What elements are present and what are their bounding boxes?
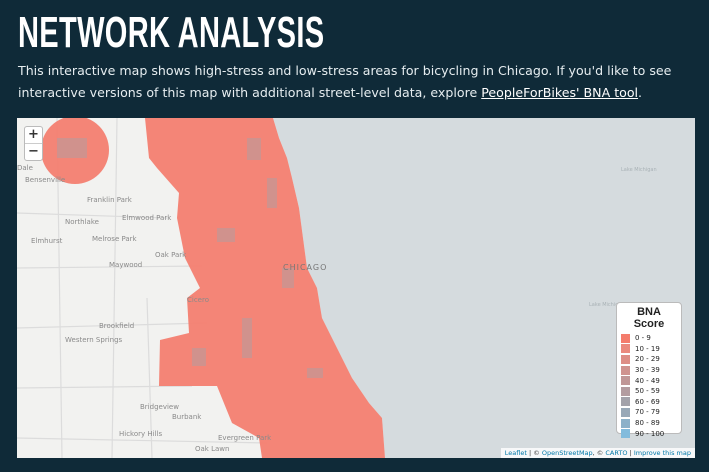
place-label: Franklin Park xyxy=(87,196,133,204)
attribution-text: , © xyxy=(592,449,606,457)
legend-swatch xyxy=(621,365,630,375)
intro-text: . xyxy=(638,85,643,100)
intro-text: This interactive map shows high-stress a… xyxy=(18,60,708,104)
roads xyxy=(17,118,268,458)
place-label: Northlake xyxy=(65,218,99,226)
map[interactable]: Dale Bensenville Franklin Park Northlake… xyxy=(17,118,695,458)
legend-swatch xyxy=(621,354,630,364)
attribution-link[interactable]: CARTO xyxy=(605,449,628,457)
place-label: Burbank xyxy=(172,413,202,421)
attribution-link[interactable]: Improve this map xyxy=(633,449,691,457)
attribution-text: | © xyxy=(526,449,542,457)
legend-item: 80 - 89 xyxy=(621,418,677,429)
place-label: Evergreen Park xyxy=(218,434,272,442)
map-canvas: Dale Bensenville Franklin Park Northlake… xyxy=(17,118,695,458)
attribution: Leaflet | © OpenStreetMap, © CARTO | Imp… xyxy=(500,448,695,458)
intro-text: This interactive map shows high-stress a… xyxy=(18,63,672,100)
legend-item: 20 - 29 xyxy=(621,354,677,365)
legend-label: 70 - 79 xyxy=(635,408,660,417)
legend-item: 50 - 59 xyxy=(621,386,677,397)
place-label: CHICAGO xyxy=(283,263,327,272)
legend-item: 30 - 39 xyxy=(621,365,677,376)
legend-item: 40 - 49 xyxy=(621,375,677,386)
legend-label: 50 - 59 xyxy=(635,387,660,396)
legend-swatch xyxy=(621,397,630,407)
place-label: Elmwood Park xyxy=(122,214,172,222)
legend: BNA Score 0 - 9 10 - 19 20 - 29 30 - 39 40 -… xyxy=(616,302,682,439)
legend-label: 90 - 100 xyxy=(635,429,665,438)
legend-swatch xyxy=(621,418,630,428)
legend-swatch xyxy=(621,344,630,354)
legend-swatch xyxy=(621,386,630,396)
legend-label: 40 - 49 xyxy=(635,376,660,385)
place-label: Maywood xyxy=(109,261,142,269)
attribution-text: | xyxy=(627,449,634,457)
legend-swatch xyxy=(621,429,630,439)
place-label: Lake Michigan xyxy=(621,167,657,173)
place-label: Bridgeview xyxy=(140,403,179,411)
legend-label: 0 - 9 xyxy=(635,334,651,343)
legend-items: 0 - 9 10 - 19 20 - 29 30 - 39 40 - 49 50 - 59… xyxy=(621,333,677,439)
bna-patches xyxy=(57,138,323,378)
legend-label: 30 - 39 xyxy=(635,366,660,375)
legend-item: 10 - 19 xyxy=(621,344,677,355)
place-label: Brookfield xyxy=(99,322,134,330)
zoom-control: + − xyxy=(24,126,43,161)
legend-item: 0 - 9 xyxy=(621,333,677,344)
place-label: Western Springs xyxy=(65,336,123,344)
zoom-out-button[interactable]: − xyxy=(25,143,42,160)
place-label: Elmhurst xyxy=(31,237,63,245)
legend-item: 60 - 69 xyxy=(621,397,677,408)
zoom-in-button[interactable]: + xyxy=(28,127,39,142)
legend-label: 10 - 19 xyxy=(635,344,660,353)
legend-label: 80 - 89 xyxy=(635,419,660,428)
place-label: Bensenville xyxy=(25,176,65,184)
legend-label: 20 - 29 xyxy=(635,355,660,364)
legend-swatch xyxy=(621,333,630,343)
attribution-link[interactable]: OpenStreetMap xyxy=(541,449,593,457)
lake xyxy=(273,118,695,458)
place-label: Oak Lawn xyxy=(195,445,229,453)
page-title: NETWORK ANALYSIS xyxy=(18,8,325,57)
place-label: Cicero xyxy=(187,296,209,304)
place-label: Dale xyxy=(17,164,33,172)
legend-swatch xyxy=(621,376,630,386)
attribution-link[interactable]: Leaflet xyxy=(504,449,527,457)
legend-swatch xyxy=(621,407,630,417)
legend-item: 90 - 100 xyxy=(621,428,677,439)
bna-tool-link[interactable]: PeopleForBikes' BNA tool xyxy=(481,85,639,100)
legend-label: 60 - 69 xyxy=(635,397,660,406)
place-label: Hickory Hills xyxy=(119,430,162,438)
place-label: Lake Michigan xyxy=(589,302,625,308)
place-label: Melrose Park xyxy=(92,235,138,243)
place-label: Oak Park xyxy=(155,251,187,259)
legend-title: BNA Score xyxy=(633,306,665,330)
legend-item: 70 - 79 xyxy=(621,407,677,418)
